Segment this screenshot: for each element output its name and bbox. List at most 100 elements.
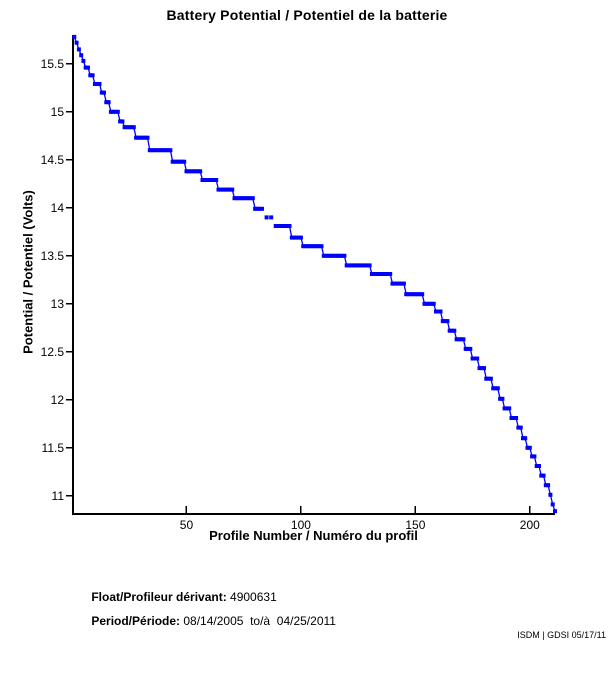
data-marker (287, 224, 292, 228)
data-marker (534, 464, 539, 468)
data-marker (447, 328, 452, 333)
data-marker (305, 244, 310, 249)
data-marker (420, 292, 425, 297)
y-tick-label: 11.5 (41, 440, 64, 455)
data-marker (342, 253, 347, 258)
data-marker (99, 90, 104, 95)
data-marker (205, 178, 210, 182)
data-marker (239, 196, 244, 201)
data-marker (443, 319, 448, 324)
data-marker (95, 82, 100, 86)
data-marker (143, 135, 148, 140)
data-marker (353, 263, 358, 268)
data-marker (147, 148, 152, 153)
data-marker (319, 244, 324, 249)
data-marker (484, 376, 489, 381)
data-marker (445, 319, 450, 324)
data-marker (90, 73, 95, 78)
data-marker (150, 148, 155, 153)
data-marker (358, 263, 363, 268)
data-marker (264, 215, 269, 220)
data-marker (395, 281, 400, 286)
data-marker (308, 244, 313, 249)
data-marker (514, 416, 519, 420)
data-marker (86, 65, 90, 70)
y-tick-label: 14.5 (40, 152, 64, 167)
data-marker (269, 215, 274, 220)
data-marker (498, 396, 503, 401)
y-tick-label: 13 (50, 296, 64, 311)
data-marker (198, 169, 203, 174)
data-marker (463, 346, 468, 351)
data-marker (374, 272, 379, 276)
data-marker (234, 196, 239, 201)
data-marker (127, 125, 132, 130)
data-marker (221, 187, 226, 192)
data-marker (273, 224, 278, 228)
data-marker (141, 135, 145, 140)
data-marker (324, 253, 329, 258)
data-marker (493, 386, 498, 391)
footer-period-line: Period/Période: 08/14/2005 to/à 04/25/20… (78, 600, 336, 642)
data-marker (381, 272, 386, 276)
data-marker (367, 263, 372, 268)
data-marker (438, 309, 443, 314)
data-marker (495, 386, 500, 391)
data-marker (81, 58, 86, 63)
data-marker (184, 169, 189, 174)
data-marker (104, 100, 109, 105)
data-marker (260, 206, 264, 211)
data-marker (347, 263, 351, 268)
data-marker (317, 244, 322, 249)
data-marker (237, 196, 242, 201)
data-marker (527, 445, 532, 450)
data-marker (360, 263, 365, 268)
data-marker (415, 292, 420, 297)
data-marker (388, 272, 393, 276)
data-marker (92, 82, 97, 86)
data-marker (417, 292, 422, 297)
y-tick-label: 15 (50, 104, 64, 119)
period-value: 08/14/2005 to/à 04/25/2011 (180, 614, 336, 628)
x-tick-label: 100 (290, 518, 311, 532)
data-marker (486, 376, 491, 381)
data-marker (159, 148, 164, 153)
data-marker (507, 406, 512, 411)
data-marker (461, 337, 466, 342)
data-marker (111, 109, 116, 114)
x-axis-label: Profile Number / Numéro du profil (209, 528, 418, 543)
data-marker (434, 309, 438, 314)
data-marker (436, 309, 441, 314)
data-marker (136, 135, 141, 140)
data-marker (72, 34, 77, 39)
data-marker (285, 224, 290, 228)
data-marker (340, 253, 345, 258)
y-tick-label: 14 (50, 200, 64, 215)
data-marker (170, 159, 175, 164)
data-marker (411, 292, 416, 297)
data-marker (193, 169, 198, 174)
data-marker (521, 436, 525, 441)
data-marker (79, 53, 84, 58)
data-marker (335, 253, 340, 258)
data-marker (131, 125, 136, 130)
data-marker (548, 492, 553, 497)
data-marker (227, 187, 232, 192)
data-marker (475, 356, 480, 361)
series-line (275, 225, 556, 512)
data-marker (175, 159, 180, 164)
data-marker (440, 319, 445, 324)
data-marker (230, 187, 235, 192)
data-marker (154, 148, 159, 153)
data-marker (454, 337, 459, 342)
data-marker (406, 292, 411, 297)
data-marker (431, 301, 436, 306)
data-marker (532, 454, 537, 459)
data-marker (115, 109, 120, 114)
data-marker (488, 376, 493, 381)
data-marker (223, 187, 228, 192)
data-marker (365, 263, 370, 268)
data-marker (328, 253, 333, 258)
data-marker (296, 235, 301, 240)
